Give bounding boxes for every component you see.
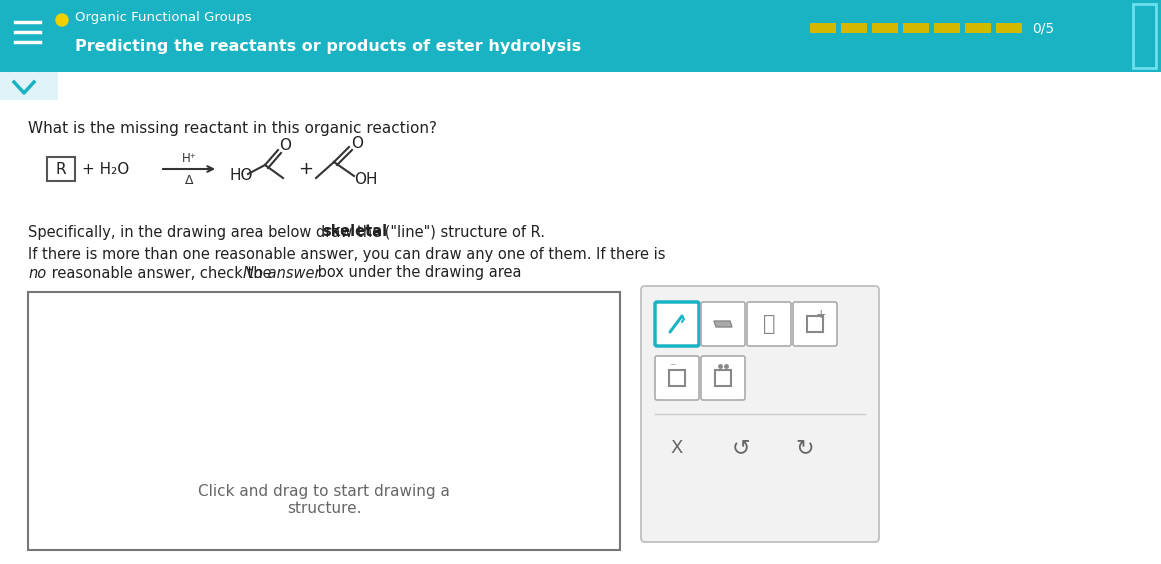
Text: Predicting the reactants or products of ester hydrolysis: Predicting the reactants or products of … xyxy=(75,38,582,54)
Text: Organic Functional Groups: Organic Functional Groups xyxy=(75,11,252,24)
Text: + H₂O: + H₂O xyxy=(82,161,129,177)
Text: X: X xyxy=(671,439,683,457)
Text: What is the missing reactant in this organic reaction?: What is the missing reactant in this org… xyxy=(28,121,437,135)
Text: R: R xyxy=(56,161,66,177)
Text: Specifically, in the drawing area below draw the: Specifically, in the drawing area below … xyxy=(28,224,385,240)
FancyBboxPatch shape xyxy=(0,72,58,100)
Text: no: no xyxy=(28,266,46,280)
FancyBboxPatch shape xyxy=(0,0,1161,72)
Text: ✋: ✋ xyxy=(763,314,776,334)
FancyBboxPatch shape xyxy=(841,23,867,33)
Text: 0/5: 0/5 xyxy=(1032,21,1054,35)
FancyBboxPatch shape xyxy=(996,23,1022,33)
FancyBboxPatch shape xyxy=(747,302,791,346)
Text: O: O xyxy=(351,135,363,151)
Text: skeletal: skeletal xyxy=(322,224,387,240)
Text: ↺: ↺ xyxy=(731,438,750,458)
Text: H⁺: H⁺ xyxy=(181,152,196,165)
Text: box under the drawing area: box under the drawing area xyxy=(313,266,521,280)
FancyBboxPatch shape xyxy=(28,292,620,550)
Text: +: + xyxy=(816,307,827,320)
Text: If there is more than one reasonable answer, you can draw any one of them. If th: If there is more than one reasonable ans… xyxy=(28,248,670,262)
FancyBboxPatch shape xyxy=(701,302,745,346)
FancyBboxPatch shape xyxy=(46,157,75,181)
Text: O: O xyxy=(279,138,291,152)
Text: reasonable answer, check the: reasonable answer, check the xyxy=(46,266,276,280)
FancyBboxPatch shape xyxy=(807,316,823,332)
FancyBboxPatch shape xyxy=(641,286,879,542)
Text: No answer: No answer xyxy=(243,266,320,280)
Text: OH: OH xyxy=(354,171,377,187)
Text: Click and drag to start drawing a
structure.: Click and drag to start drawing a struct… xyxy=(199,484,450,516)
FancyBboxPatch shape xyxy=(655,356,699,400)
Text: ("line") structure of R.: ("line") structure of R. xyxy=(380,224,545,240)
Text: ⁻: ⁻ xyxy=(669,362,676,374)
FancyBboxPatch shape xyxy=(669,370,685,386)
FancyBboxPatch shape xyxy=(655,302,699,346)
FancyBboxPatch shape xyxy=(810,23,836,33)
FancyBboxPatch shape xyxy=(701,356,745,400)
Text: Δ: Δ xyxy=(185,174,193,187)
Text: HO: HO xyxy=(230,169,253,183)
Text: +: + xyxy=(298,160,313,178)
FancyBboxPatch shape xyxy=(793,302,837,346)
Circle shape xyxy=(56,14,68,26)
FancyBboxPatch shape xyxy=(965,23,991,33)
Polygon shape xyxy=(714,321,731,327)
FancyBboxPatch shape xyxy=(903,23,929,33)
FancyBboxPatch shape xyxy=(933,23,960,33)
FancyBboxPatch shape xyxy=(872,23,897,33)
FancyBboxPatch shape xyxy=(1133,4,1156,68)
FancyBboxPatch shape xyxy=(715,370,731,386)
Text: ↻: ↻ xyxy=(795,438,814,458)
